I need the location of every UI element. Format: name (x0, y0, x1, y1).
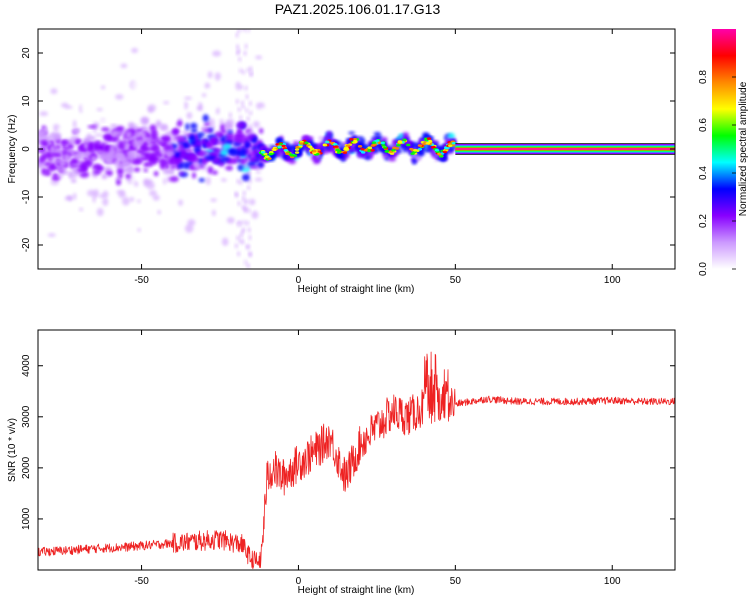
y-tick-label: -10 (21, 189, 32, 204)
snr-y-axis-label: SNR (10 * v/v) (7, 418, 18, 482)
y-tick-label: 3000 (21, 405, 32, 428)
y-tick-label: 4000 (21, 354, 32, 377)
spectrogram-panel: -50 0 50 100 -20 -10 0 10 20 Height of straight … (7, 28, 676, 295)
colorbar-tick-label: 0.8 (698, 70, 709, 84)
colorbar-gradient (712, 29, 736, 269)
snr-ticks: -50 0 50 100 1000 2000 3000 4000 (21, 330, 675, 587)
y-tick-label: 2000 (21, 456, 32, 479)
colorbar-tick-label: 0.2 (698, 214, 709, 228)
snr-panel: -50 0 50 100 1000 2000 3000 4000 Height of stra… (7, 329, 676, 596)
colorbar-label: Normalized spectral amplitude (738, 81, 749, 216)
colorbar-tick-label: 0.4 (698, 166, 709, 180)
x-tick-label: 0 (296, 275, 302, 286)
x-tick-label: -50 (134, 576, 149, 587)
spectrogram-x-axis-label: Height of straight line (km) (298, 284, 415, 295)
x-tick-label: 100 (604, 275, 621, 286)
y-tick-label: 1000 (21, 507, 32, 530)
x-tick-label: 100 (604, 576, 621, 587)
y-tick-label: 10 (21, 95, 32, 107)
spectrogram-ticks: -50 0 50 100 -20 -10 0 10 20 (21, 29, 675, 286)
spectrogram-y-axis-label: Frequency (Hz) (7, 115, 18, 184)
x-tick-label: 0 (296, 576, 302, 587)
y-tick-label: 0 (21, 146, 32, 152)
x-tick-label: 50 (450, 576, 462, 587)
spectrogram-ridge (258, 137, 675, 161)
colorbar-ticks: 0.0 0.2 0.4 0.6 0.8 (698, 70, 736, 276)
snr-series-line (38, 351, 675, 570)
colorbar-tick-label: 0.6 (698, 118, 709, 132)
snr-plot-area (38, 330, 675, 570)
x-tick-label: 50 (450, 275, 462, 286)
colorbar: 0.0 0.2 0.4 0.6 0.8 Normalized spectral ampl… (698, 29, 749, 276)
snr-x-axis-label: Height of straight line (km) (298, 585, 415, 596)
x-tick-label: -50 (134, 275, 149, 286)
page-title: PAZ1.2025.106.01.17.G13 (274, 1, 441, 17)
snr-frame (37, 329, 676, 571)
colorbar-tick-label: 0.0 (698, 262, 709, 276)
y-tick-label: 20 (21, 47, 32, 59)
spectrogram-blobs (38, 29, 457, 269)
y-tick-label: -20 (21, 237, 32, 252)
